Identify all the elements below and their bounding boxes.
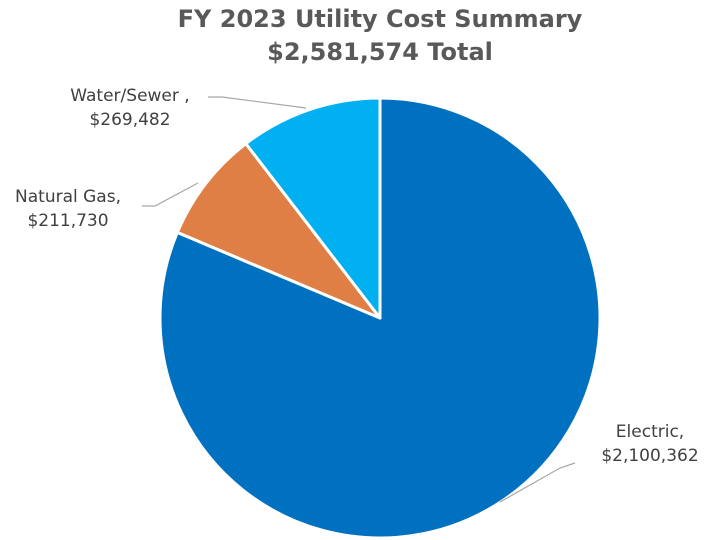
slice-label: Water/Sewer , bbox=[70, 86, 189, 106]
leader-line bbox=[208, 96, 307, 109]
pie-slice bbox=[244, 96, 382, 320]
slice-value-label: $211,730 bbox=[27, 211, 108, 231]
chart-subtitle: $2,581,574 Total bbox=[267, 38, 493, 66]
pie bbox=[158, 96, 602, 540]
pie-slice bbox=[175, 142, 382, 320]
slice-label: Natural Gas, bbox=[15, 187, 121, 207]
leader-line bbox=[142, 182, 199, 207]
leader-line bbox=[499, 462, 576, 503]
chart-title: FY 2023 Utility Cost Summary bbox=[178, 5, 583, 33]
slice-label: Electric, bbox=[616, 422, 684, 442]
slice-value-label: $269,482 bbox=[89, 110, 170, 130]
slice-value-label: $2,100,362 bbox=[601, 446, 698, 466]
